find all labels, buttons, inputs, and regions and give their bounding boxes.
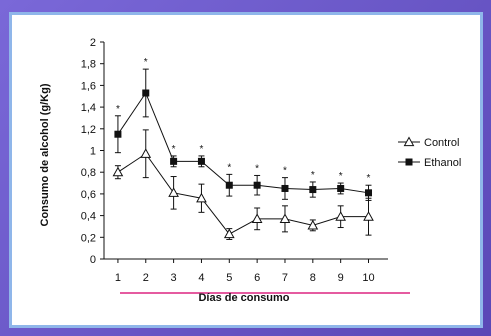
legend-item-ethanol: Ethanol: [398, 157, 461, 169]
data-point: [365, 189, 373, 197]
data-point: [337, 184, 345, 192]
legend: Control Ethanol: [398, 136, 461, 169]
series-ethanol: [114, 68, 373, 201]
data-point: [279, 213, 291, 223]
legend-marker: [405, 158, 413, 166]
legend-label: Control: [424, 137, 459, 149]
ticks: 0 0,2 0,4 0,6 0,8 1 1,2 1,4 1,6 1,8 2 1 2 3 4 5 6 7 8 9 10: [81, 37, 375, 284]
y-tick-label: 1,2: [81, 124, 96, 136]
data-point: [281, 184, 289, 192]
data-point: [112, 166, 124, 177]
y-tick-label: 1,6: [81, 80, 96, 92]
series-line: [117, 153, 369, 235]
data-point: [142, 89, 150, 97]
legend-marker: [403, 136, 415, 147]
x-tick-label: 4: [198, 272, 204, 284]
x-tick-label: 8: [310, 272, 316, 284]
x-tick-label: 5: [226, 272, 232, 284]
significance-star: *: [199, 144, 203, 155]
data-point: [307, 219, 319, 230]
y-tick-label: 1,4: [81, 102, 96, 114]
data-point: [223, 228, 235, 239]
data-point: [168, 187, 179, 197]
y-tick-label: 0: [90, 254, 96, 266]
legend-item-control: Control: [398, 136, 459, 149]
data-point: [196, 192, 207, 203]
significance-star: *: [339, 171, 343, 182]
data-point: [309, 186, 317, 194]
series-line: [117, 91, 369, 194]
y-tick-label: 1: [90, 146, 96, 158]
x-tick-label: 1: [115, 272, 121, 284]
data-point: [197, 157, 205, 165]
x-tick-label: 10: [362, 272, 374, 284]
data-point: [170, 157, 178, 165]
significance-star: *: [255, 163, 259, 174]
data-point: [114, 130, 122, 138]
data-point: [225, 181, 233, 189]
y-tick-label: 2: [90, 37, 96, 49]
x-tick-label: 9: [338, 272, 344, 284]
significance-star: *: [227, 162, 231, 173]
series-control: [112, 129, 374, 240]
x-axis-title: Días de consumo: [198, 292, 289, 304]
y-tick-label: 0,4: [81, 211, 96, 223]
significance-star: *: [283, 166, 287, 177]
x-tick-label: 6: [254, 272, 260, 284]
data-point: [140, 148, 152, 158]
significance-star: *: [311, 170, 315, 181]
data-point: [363, 211, 374, 221]
data-point: [251, 213, 263, 223]
xlabel-underline: [120, 292, 410, 294]
significance-star: *: [116, 104, 120, 115]
data-point: [253, 181, 261, 189]
data-point: [335, 211, 347, 221]
significance-star: *: [144, 57, 148, 68]
significance-star: *: [367, 173, 371, 184]
y-tick-label: 0,2: [81, 232, 96, 244]
series-layer: [112, 68, 374, 240]
y-axis-title: Consumo de alcohol (g/Kg): [39, 83, 51, 226]
annotations: * * * * * * * * * *: [116, 57, 371, 184]
legend-label: Ethanol: [424, 157, 461, 169]
chart-panel: [9, 12, 483, 328]
y-tick-label: 0,6: [81, 189, 96, 201]
y-tick-label: 0,8: [81, 167, 96, 179]
x-tick-label: 2: [143, 272, 149, 284]
y-tick-label: 1,8: [81, 59, 96, 71]
x-tick-label: 3: [171, 272, 177, 284]
x-tick-label: 7: [282, 272, 288, 284]
significance-star: *: [172, 144, 176, 155]
